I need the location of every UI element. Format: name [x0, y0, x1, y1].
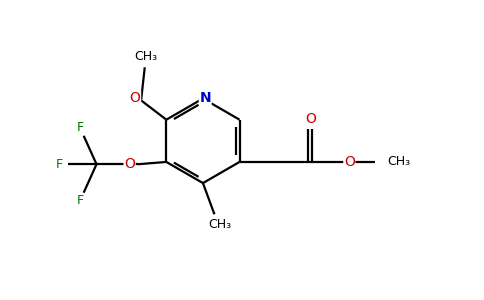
Text: F: F — [76, 194, 84, 208]
Text: O: O — [130, 91, 140, 105]
Text: O: O — [344, 155, 355, 169]
Text: F: F — [76, 121, 84, 134]
Text: F: F — [56, 158, 63, 171]
Text: O: O — [305, 112, 316, 126]
Text: CH₃: CH₃ — [209, 218, 231, 231]
Text: N: N — [199, 91, 211, 105]
Text: CH₃: CH₃ — [134, 50, 157, 63]
Text: O: O — [124, 157, 135, 171]
Text: CH₃: CH₃ — [388, 155, 410, 168]
